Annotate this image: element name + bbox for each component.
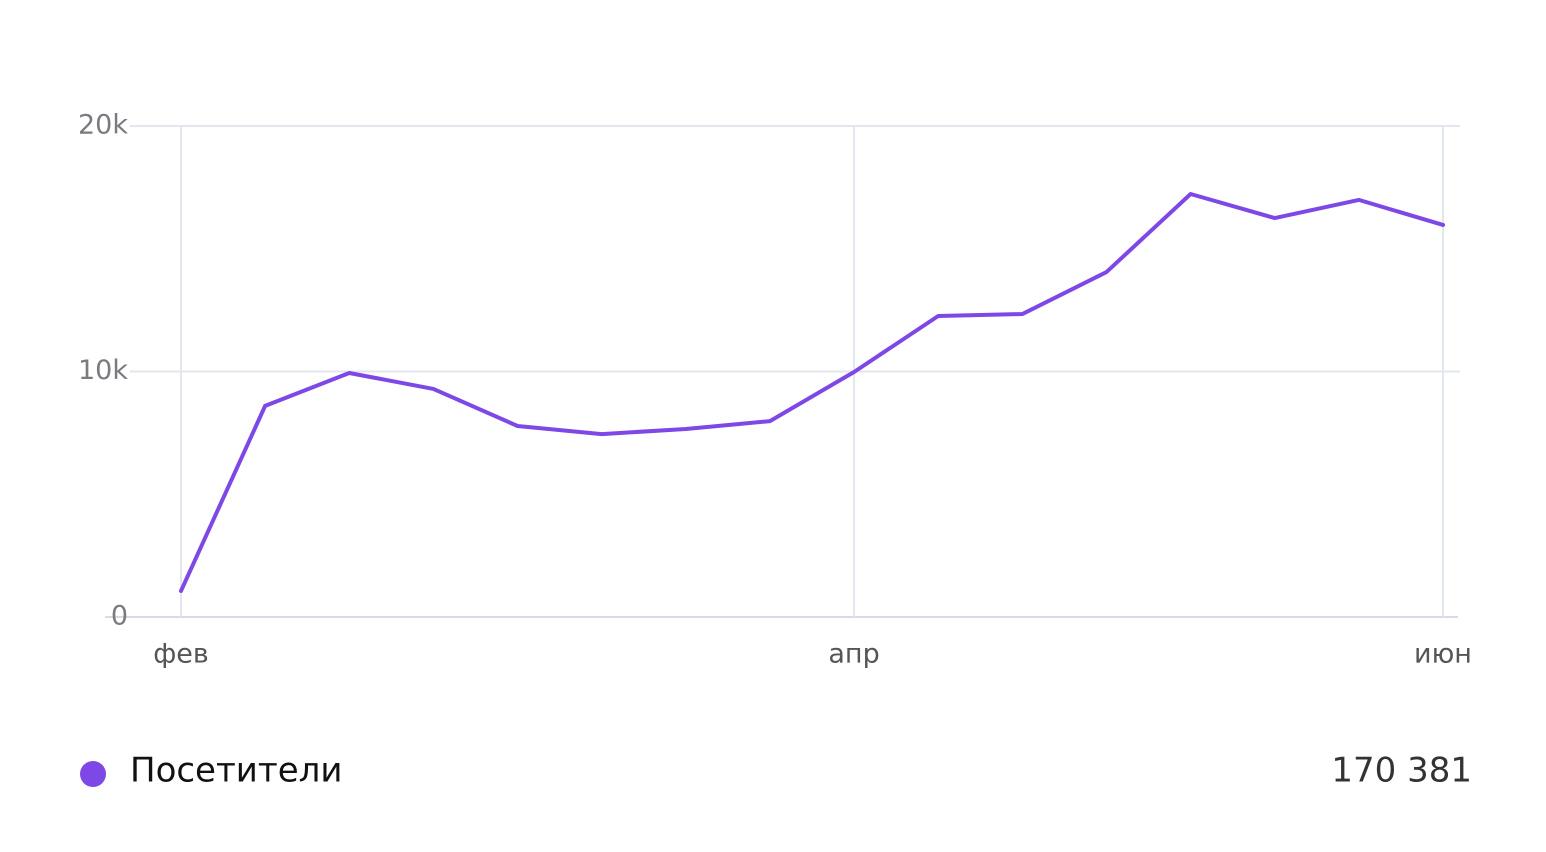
x-tick-label: июн: [1414, 639, 1472, 670]
line: [179, 192, 1445, 593]
x-tick-label: апр: [828, 639, 879, 670]
legend-label: Посетители: [130, 751, 342, 791]
y-tick-label: 0: [111, 601, 128, 632]
y-tick-label: 20k: [78, 110, 128, 141]
y-tick-label: 10k: [78, 355, 128, 386]
legend-total: 170 381: [1331, 751, 1472, 791]
legend-marker: [80, 761, 106, 787]
x-tick-label: фев: [153, 639, 209, 670]
